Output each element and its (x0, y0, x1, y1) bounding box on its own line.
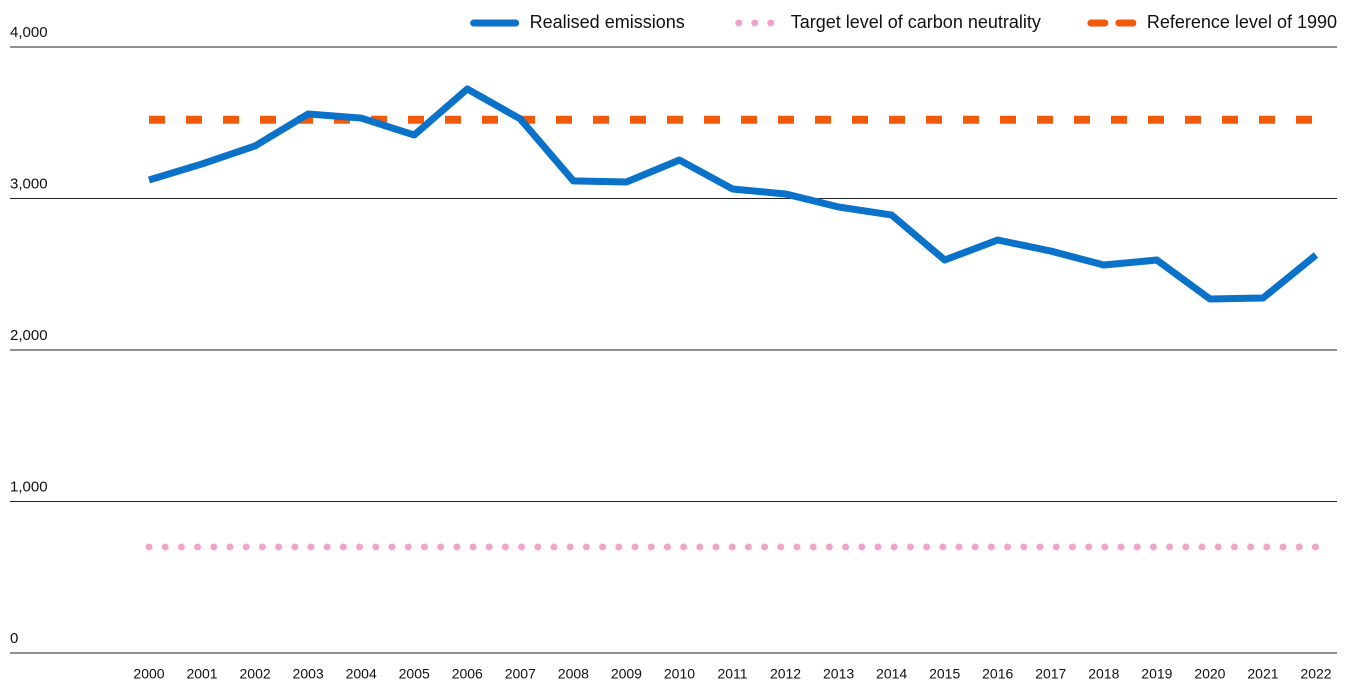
x-tick-label: 2009 (611, 666, 642, 682)
y-tick-label: 3,000 (10, 175, 48, 192)
x-tick-label: 2003 (293, 666, 324, 682)
x-tick-label: 2013 (823, 666, 854, 682)
x-tick-label: 2016 (982, 666, 1013, 682)
y-tick-label: 4,000 (10, 24, 48, 41)
y-tick-label: 1,000 (10, 478, 48, 495)
x-tick-label: 2021 (1247, 666, 1278, 682)
legend-label: Target level of carbon neutrality (791, 12, 1041, 32)
series-line (147, 85, 1319, 303)
x-tick-label: 2000 (133, 666, 164, 682)
x-tick-label: 2010 (664, 666, 695, 682)
legend: Reference level of 1990 Target level of c… (470, 12, 1337, 32)
x-tick-label: 2020 (1194, 666, 1225, 682)
legend-label: Realised emissions (530, 12, 685, 32)
y-tick-label: 2,000 (10, 327, 48, 344)
legend-label: Reference level of 1990 (1147, 12, 1337, 32)
x-tick-label: 2005 (399, 666, 430, 682)
x-tick-label: 2018 (1088, 666, 1119, 682)
x-tick-label: 2001 (186, 666, 217, 682)
x-tick-label: 2006 (452, 666, 483, 682)
x-tick-label: 2022 (1300, 666, 1331, 682)
x-tick-label: 2017 (1035, 666, 1066, 682)
x-tick-label: 2004 (346, 666, 377, 682)
x-tick-label: 2002 (240, 666, 271, 682)
y-tick-label: 0 (10, 630, 18, 647)
x-tick-label: 2007 (505, 666, 536, 682)
x-tick-label: 2015 (929, 666, 960, 682)
x-tick-label: 2019 (1141, 666, 1172, 682)
x-tick-label: 2012 (770, 666, 801, 682)
x-tick-label: 2014 (876, 666, 907, 682)
x-tick-label: 2008 (558, 666, 589, 682)
x-tick-label: 2011 (717, 666, 747, 682)
